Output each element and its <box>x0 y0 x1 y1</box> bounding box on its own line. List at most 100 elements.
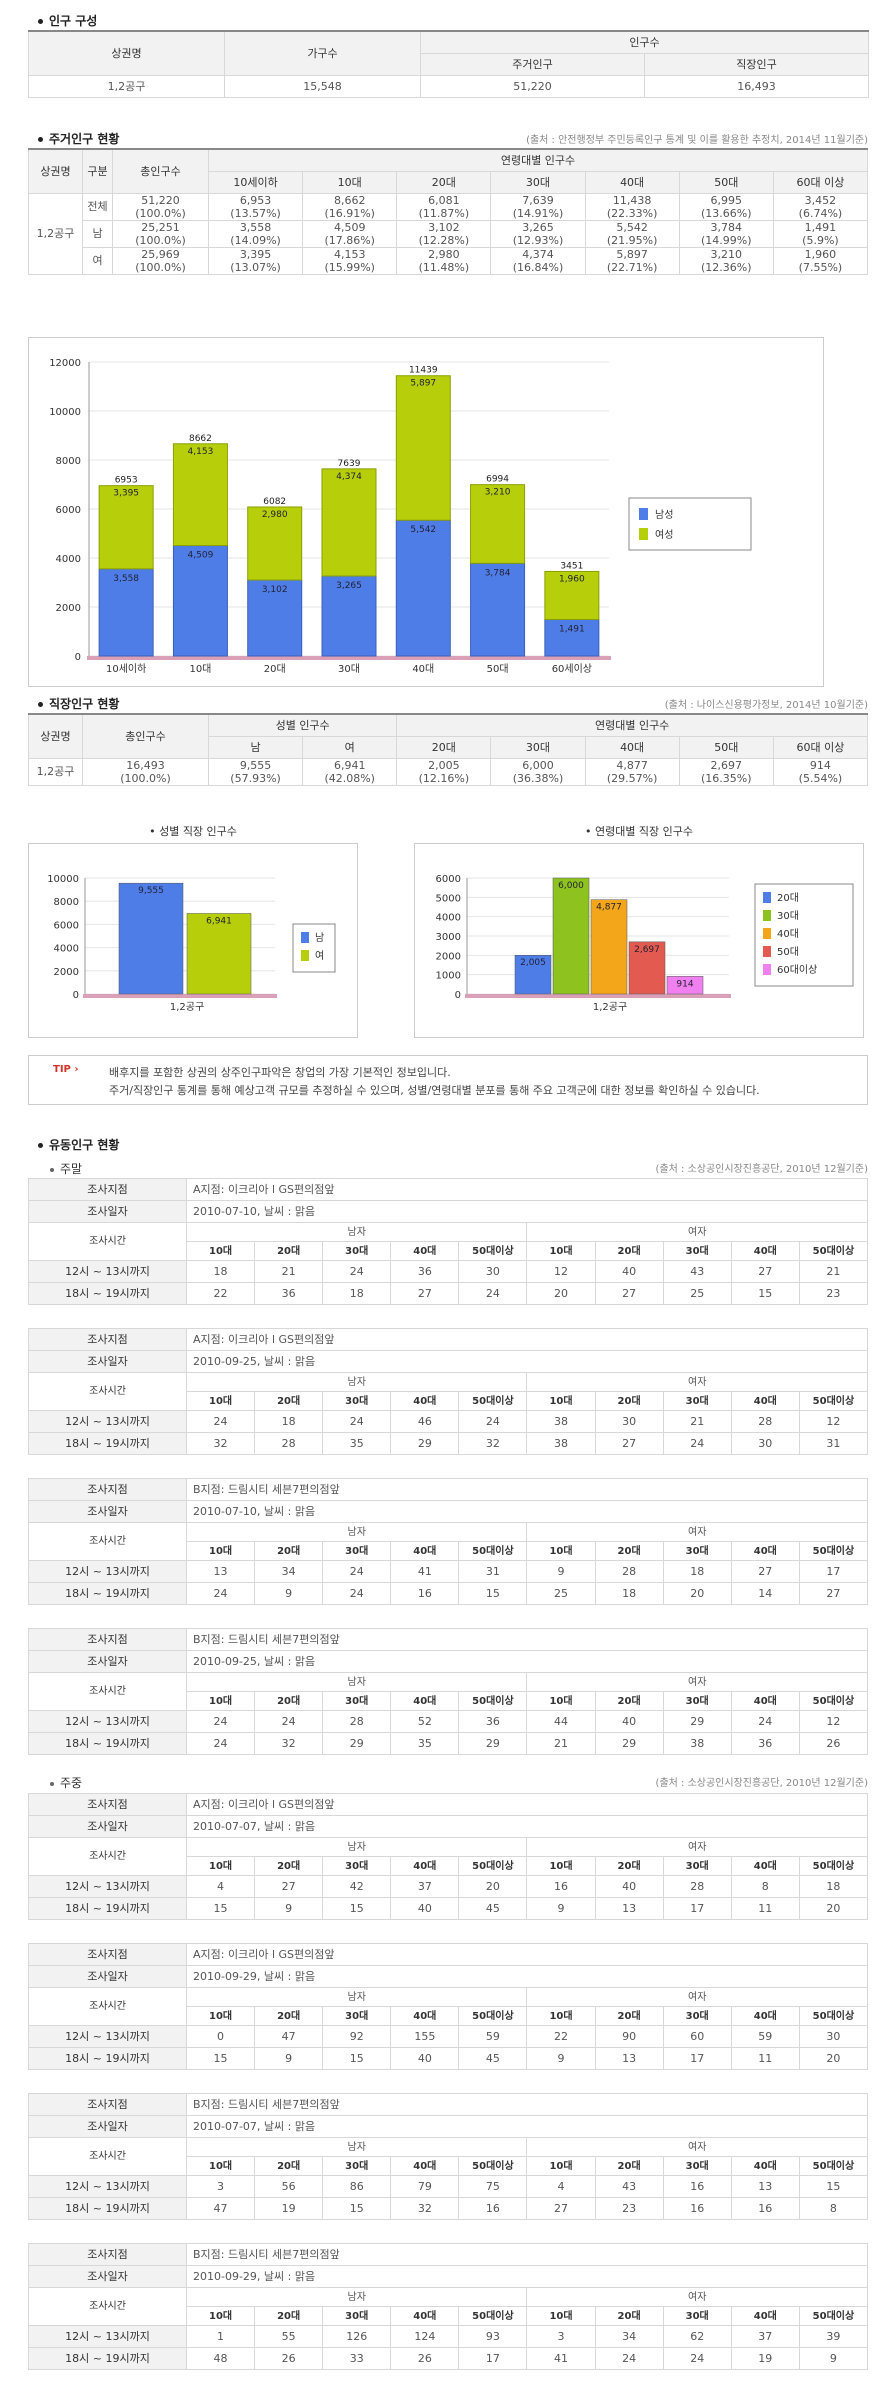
cell-count: 41 <box>390 1560 460 1583</box>
col-age: 20대 <box>396 735 492 759</box>
label-age: 50대이상 <box>798 1241 869 1261</box>
survey-table: 조사지점 B지점: 드림시티 세븐7편의점앞 조사일자 2010-09-25, 날씨 … <box>28 1628 869 1755</box>
bar-female <box>395 375 451 521</box>
label-male: 남자 <box>185 1987 528 2007</box>
data-label-male: 3,265 <box>336 581 362 591</box>
cell-count: 17 <box>798 1560 869 1583</box>
cell-count: 3 <box>185 2175 256 2198</box>
cell-count: 27 <box>254 1875 324 1898</box>
label-age: 10대 <box>526 1241 596 1261</box>
label-date: 조사일자 <box>28 1965 187 1988</box>
cell-count: 24 <box>185 1732 256 1755</box>
table-row: 18시 ~ 19시까지 15 9 15 40 45 9 13 17 11 20 <box>28 2047 869 2070</box>
cell-count: 25 <box>662 1282 732 1305</box>
cell-count: 6,081 <box>428 193 460 207</box>
label-point: 조사지점 <box>28 1628 187 1651</box>
cell-count: 44 <box>526 1710 596 1733</box>
table-row: 18시 ~ 19시까지 47 19 15 32 16 27 23 16 16 8 <box>28 2197 869 2220</box>
x-axis-base <box>465 994 731 998</box>
survey-table: 조사지점 B지점: 드림시티 세븐7편의점앞 조사일자 2010-07-10, 날씨 … <box>28 1478 869 1605</box>
cell-count: 24 <box>322 1560 392 1583</box>
label-date: 조사일자 <box>28 1650 187 1673</box>
cell-count: 32 <box>185 1432 256 1455</box>
cell-count: 28 <box>594 1560 664 1583</box>
cell-count: 36 <box>458 1710 528 1733</box>
cell-percent: (12.36%) <box>701 260 752 274</box>
cell-count: 37 <box>730 2325 800 2348</box>
bar-female <box>172 443 228 547</box>
cell-percent: (14.91%) <box>512 206 564 220</box>
legend-swatch <box>301 932 309 943</box>
label-time: 조사시간 <box>28 1987 187 2026</box>
label-age: 20대 <box>594 1856 664 1876</box>
label-time: 조사시간 <box>28 1222 187 1261</box>
label-age: 10대 <box>526 2306 596 2326</box>
cell-count: 15 <box>185 2047 256 2070</box>
label-point: 조사지점 <box>28 1478 187 1501</box>
data-label-female: 4,374 <box>336 472 362 482</box>
x-tick-label: 50대 <box>487 663 509 675</box>
label-time: 조사시간 <box>28 1522 187 1561</box>
legend-label: 남 <box>315 932 324 944</box>
cell-count: 22 <box>526 2025 596 2048</box>
cell-count: 4,509 <box>333 220 366 234</box>
cell-count: 33 <box>322 2347 392 2370</box>
y-tick-label: 12000 <box>49 358 81 369</box>
label-point: 조사지점 <box>28 2093 187 2116</box>
data-label-male: 3,102 <box>262 585 288 595</box>
cell-count: 27 <box>798 1582 869 1605</box>
legend-label: 30대 <box>777 910 799 922</box>
cell-value: 914 (5.54%) <box>772 757 869 786</box>
label-age: 30대 <box>662 1391 732 1411</box>
y-tick-label: 4000 <box>54 944 79 955</box>
cell-value: 4,374 (16.84%) <box>490 246 586 275</box>
cell-count: 6,000 <box>522 758 554 772</box>
cell-count: 3,784 <box>710 220 743 234</box>
cell-percent: (6.74%) <box>798 206 843 220</box>
y-tick-label: 4000 <box>436 913 461 924</box>
data-label-female: 2,980 <box>262 510 288 520</box>
cell-value: 3,210 (12.36%) <box>678 246 774 275</box>
cell-percent: (13.07%) <box>230 260 281 274</box>
population-table: 상권명 가구수 인구수 주거인구 직장인구 1,2공구 15,548 51,220 16,4… <box>28 30 869 98</box>
gender-header-row: 조사시간 남자 여자 <box>28 1672 868 1711</box>
cell-count: 24 <box>458 1410 528 1433</box>
label-time: 조사시간 <box>28 1837 187 1876</box>
label-male: 남자 <box>185 1522 528 1542</box>
col-age: 10세이하 <box>207 170 304 194</box>
label-age: 40대 <box>730 1856 800 1876</box>
data-label-total: 6082 <box>263 497 286 507</box>
cell-count: 36 <box>390 1260 460 1283</box>
label-date: 조사일자 <box>28 1200 187 1223</box>
tip-line-1: 배후지를 포함한 상권의 상주인구파악은 창업의 가장 기본적인 정보입니다. <box>109 1066 451 1079</box>
age-header-row: 10대 20대 30대 40대 50대이상 10대 20대 30대 40대 50대이상 <box>29 1391 869 1411</box>
survey-point: B지점: 드림시티 세븐7편의점앞 <box>186 2243 868 2266</box>
label-age: 40대 <box>730 1541 800 1561</box>
cell-count: 34 <box>594 2325 664 2348</box>
y-tick-label: 8000 <box>56 456 81 467</box>
survey-table: 조사지점 B지점: 드림시티 세븐7편의점앞 조사일자 2010-07-07, 날씨 … <box>28 2093 869 2220</box>
cell-percent: (22.71%) <box>606 260 658 274</box>
label-age: 20대 <box>594 1241 664 1261</box>
cell-count: 24 <box>185 1582 256 1605</box>
label-age: 30대 <box>322 2306 392 2326</box>
legend-label: 20대 <box>777 892 799 904</box>
cell-count: 24 <box>662 1432 732 1455</box>
cell-count: 90 <box>594 2025 664 2048</box>
cell-count: 40 <box>594 1875 664 1898</box>
cell-count: 34 <box>254 1560 324 1583</box>
cell-count: 21 <box>254 1260 324 1283</box>
x-tick-label: 60세이상 <box>552 663 592 675</box>
bar-male <box>172 545 228 657</box>
cell-value: 11,438 (22.33%) <box>584 192 680 221</box>
label-age: 20대 <box>254 1391 324 1411</box>
label-time-range: 18시 ~ 19시까지 <box>28 1432 187 1455</box>
table-row: 12시 ~ 13시까지 18 21 24 36 30 12 40 43 27 21 <box>28 1260 869 1283</box>
resident-chart: 0 2000 4000 6000 8000 10000 12000 3,558 3,395 695… <box>49 358 752 675</box>
label-female: 여자 <box>526 1672 868 1692</box>
survey-point: A지점: 이크리아 l GS편의점앞 <box>186 1178 868 1201</box>
y-tick-label: 6000 <box>56 505 81 516</box>
legend-label: 남성 <box>655 509 673 521</box>
cell-count: 15 <box>798 2175 869 2198</box>
survey-date: 2010-09-29, 날씨 : 맑음 <box>186 2265 868 2288</box>
